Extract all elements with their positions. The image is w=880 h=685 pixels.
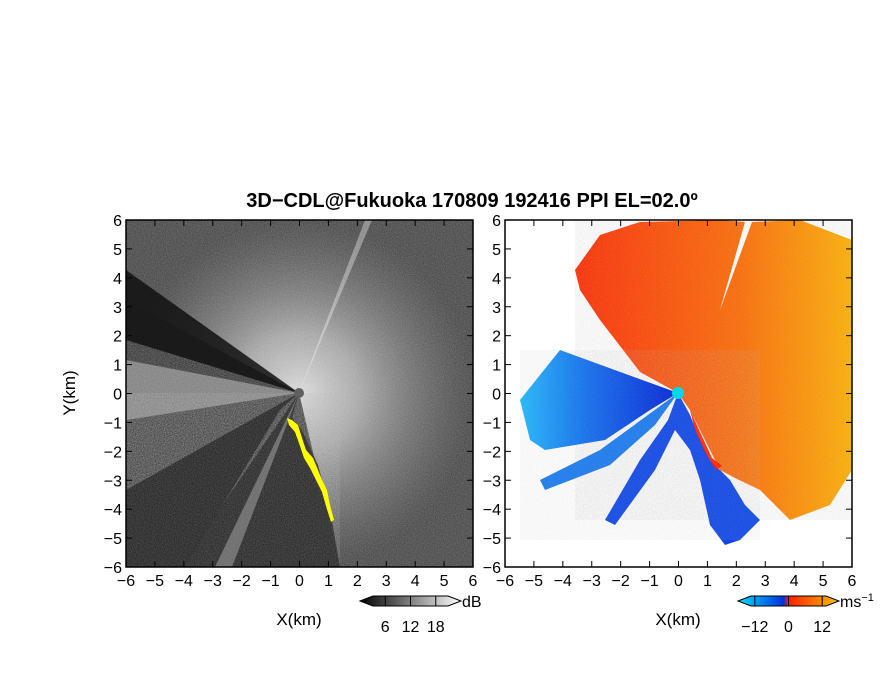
left-ytick-label: 2 (113, 329, 122, 346)
right-ytick-label: 4 (492, 271, 501, 288)
right-xtick-label: −4 (554, 573, 572, 590)
intensity-colorbar-unit: dB (462, 594, 482, 611)
intensity-center-marker (294, 388, 304, 398)
left-ytick-label: 4 (113, 271, 122, 288)
right-ytick-label: −4 (483, 502, 501, 519)
velocity-red-fringe (690, 410, 722, 470)
left-xtick-label: 4 (411, 573, 420, 590)
intensity-panel (126, 220, 473, 567)
intensity-colorbar-tick-label: 6 (381, 619, 390, 636)
right-xtick-label: −2 (612, 573, 630, 590)
right-xtick-label: −3 (583, 573, 601, 590)
intensity-colorbar: 6 12 18 dB (358, 594, 482, 636)
right-ytick-label: 5 (492, 242, 501, 259)
left-ytick-label: −5 (104, 531, 122, 548)
right-xtick-label: 2 (732, 573, 741, 590)
velocity-colorbar-tick-label: 12 (813, 619, 831, 636)
left-xtick-label: −4 (175, 573, 193, 590)
right-xtick-label: −6 (496, 573, 514, 590)
right-xtick-label: 0 (674, 573, 683, 590)
left-ytick-label: −3 (104, 473, 122, 490)
right-ytick-label: 2 (492, 329, 501, 346)
left-xtick-label: −1 (261, 573, 279, 590)
velocity-panel (505, 220, 852, 567)
intensity-bright-ray-ne (299, 220, 372, 393)
right-ytick-label: 1 (492, 358, 501, 375)
intensity-colorbar-tick-label: 18 (427, 619, 445, 636)
left-xtick-label: −3 (204, 573, 222, 590)
left-xtick-label: −5 (146, 573, 164, 590)
left-xlabel: X(km) (276, 610, 321, 629)
velocity-center-marker (672, 387, 684, 399)
intensity-bright-sector-left (126, 360, 299, 420)
left-ylabel: Y(km) (60, 370, 79, 415)
left-xtick-label: 5 (440, 573, 449, 590)
left-ytick-label: 6 (113, 213, 122, 230)
intensity-colorbar-tick-label: 12 (402, 619, 420, 636)
right-ytick-label: 6 (492, 213, 501, 230)
left-xtick-label: 1 (324, 573, 333, 590)
velocity-positive-noise (575, 220, 852, 520)
right-ytick-label: 3 (492, 300, 501, 317)
right-xlabel: X(km) (655, 610, 700, 629)
left-xtick-label: 0 (295, 573, 304, 590)
right-xtick-label: 5 (819, 573, 828, 590)
right-xtick-label: −1 (640, 573, 658, 590)
right-ytick-label: 0 (492, 387, 501, 404)
velocity-colorbar-unit-base: ms (840, 594, 861, 611)
left-xtick-label: −6 (117, 573, 135, 590)
figure-title: 3D−CDL@Fukuoka 170809 192416 PPI EL=02.0… (246, 190, 698, 212)
velocity-negative-noise (520, 350, 760, 540)
left-xtick-label: 2 (353, 573, 362, 590)
left-ytick-label: 1 (113, 358, 122, 375)
right-xtick-label: 6 (848, 573, 857, 590)
left-ytick-label: −6 (104, 560, 122, 577)
right-ytick-label: −2 (483, 444, 501, 461)
left-ytick-label: 3 (113, 300, 122, 317)
intensity-yellow-boundary (287, 418, 334, 522)
left-ytick-label: 0 (113, 387, 122, 404)
left-xtick-label: 3 (382, 573, 391, 590)
intensity-bright-ray (215, 393, 299, 567)
velocity-colorbar-tick-label: 0 (784, 619, 793, 636)
velocity-colorbar-unit-exp: −1 (861, 592, 874, 604)
right-xtick-label: 1 (703, 573, 712, 590)
left-xtick-label: 6 (469, 573, 478, 590)
left-ytick-label: −1 (104, 415, 122, 432)
axes: −6 −5 −4 −3 −2 −1 0 1 2 3 4 5 6 −6 −5 −4 −3 −2 −1 0 1 2 3 4 5 6 −6… (104, 213, 857, 590)
intensity-colorbar-ticks: 6 12 18 (381, 596, 445, 636)
right-xtick-label: −5 (525, 573, 543, 590)
velocity-colorbar: −12 0 12 ms−1 (736, 592, 874, 636)
right-xtick-label: 3 (761, 573, 770, 590)
intensity-shadow-wedge-upper (126, 270, 299, 393)
intensity-noise-overlay-dark (126, 393, 340, 567)
right-ytick-label: −1 (483, 415, 501, 432)
right-ytick-label: −6 (483, 560, 501, 577)
left-ytick-label: −2 (104, 444, 122, 461)
right-xtick-label: 4 (790, 573, 799, 590)
right-ytick-label: −5 (483, 531, 501, 548)
left-xtick-label: −2 (233, 573, 251, 590)
velocity-colorbar-ticks: −12 0 12 (741, 596, 831, 636)
left-ytick-label: 5 (113, 242, 122, 259)
velocity-colorbar-tick-label: −12 (741, 619, 768, 636)
velocity-colorbar-unit: ms−1 (840, 592, 874, 611)
right-ytick-label: −3 (483, 473, 501, 490)
left-ytick-label: −4 (104, 502, 122, 519)
